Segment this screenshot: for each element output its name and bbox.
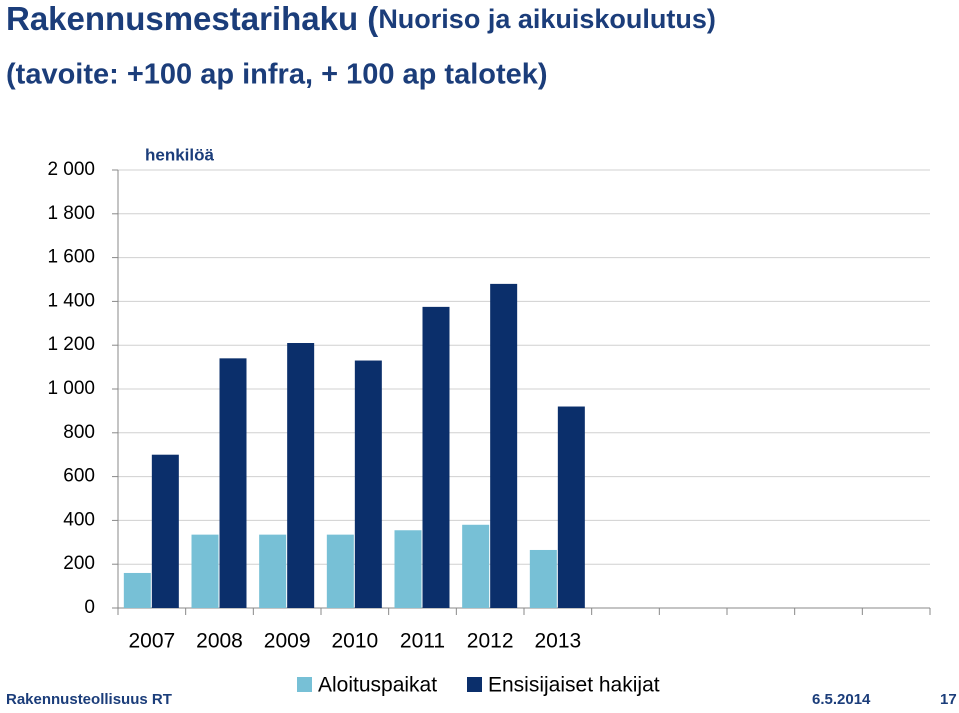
title-small: Nuoriso ja aikuiskoulutus)	[378, 4, 716, 34]
y-tick-label: 0	[84, 597, 95, 618]
bar	[354, 360, 382, 608]
x-tick-label: 2013	[534, 630, 581, 653]
footer-page: 17	[940, 691, 957, 708]
y-tick-label: 200	[63, 553, 95, 574]
bar	[191, 534, 219, 608]
footer-date: 6.5.2014	[812, 691, 871, 708]
y-tick-label: 800	[63, 422, 95, 443]
legend-swatch	[297, 677, 312, 692]
y-tick-label: 1 600	[47, 247, 95, 268]
bar	[259, 534, 287, 608]
y-tick-label: 600	[63, 466, 95, 487]
x-tick-label: 2010	[331, 630, 378, 653]
bar	[326, 534, 354, 608]
bar	[490, 283, 518, 608]
bar	[287, 343, 315, 608]
title-main: Rakennusmestarihaku (	[6, 0, 378, 37]
y-tick-label: 400	[63, 509, 95, 530]
x-tick-label: 2011	[400, 630, 445, 653]
bar	[422, 306, 450, 608]
bar	[462, 524, 490, 608]
legend-label: Aloituspaikat	[318, 674, 437, 697]
bar	[219, 358, 247, 608]
bar	[529, 549, 557, 608]
bar	[557, 406, 585, 608]
x-tick-label: 2009	[264, 630, 311, 653]
footer-left: Rakennusteollisuus RT	[6, 691, 172, 708]
title: Rakennusmestarihaku (Nuoriso ja aikuisko…	[6, 0, 716, 37]
bar	[394, 530, 422, 608]
y-tick-label: 1 000	[47, 378, 95, 399]
x-tick-label: 2012	[467, 630, 514, 653]
subtitle: (tavoite: +100 ap infra, + 100 ap talote…	[6, 59, 548, 91]
y-tick-label: 1 400	[47, 290, 95, 311]
y-tick-label: 1 800	[47, 203, 95, 224]
y-label: henkilöä	[145, 145, 215, 164]
legend-swatch	[467, 677, 482, 692]
bar	[151, 454, 179, 608]
bar	[123, 572, 151, 608]
y-tick-label: 2 000	[47, 159, 95, 180]
legend-label: Ensisijaiset hakijat	[488, 674, 660, 697]
x-tick-label: 2008	[196, 630, 243, 653]
x-tick-label: 2007	[128, 630, 175, 653]
y-tick-label: 1 200	[47, 334, 95, 355]
